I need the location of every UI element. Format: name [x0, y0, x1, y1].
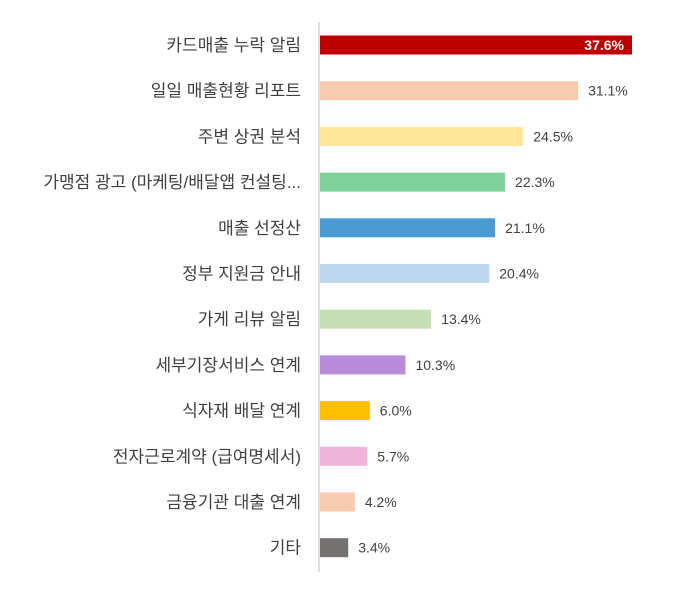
data-label: 22.3% [515, 174, 555, 190]
bar [320, 538, 349, 558]
bar [320, 492, 355, 512]
data-label: 31.1% [588, 83, 628, 99]
bar [320, 126, 524, 146]
bar [320, 218, 496, 238]
bar [320, 81, 579, 101]
data-label: 20.4% [499, 266, 539, 282]
category-label: 가맹점 광고 (마케팅/배달앱 컨설팅... [43, 173, 301, 192]
bars-group: 카드매출 누락 알림 37.6% 일일 매출현황 리포트 31.1% 주변 상권 분석 2… [43, 35, 632, 558]
category-label: 식자재 배달 연계 [182, 402, 301, 421]
category-label: 정부 지원금 안내 [182, 265, 301, 284]
data-label: 3.4% [358, 540, 390, 556]
category-label: 일일 매출현황 리포트 [151, 82, 301, 101]
bar [320, 401, 370, 421]
data-label: 24.5% [533, 128, 573, 144]
category-label: 기타 [270, 539, 302, 558]
category-label: 카드매출 누락 알림 [166, 36, 301, 55]
data-label: 4.2% [365, 494, 397, 510]
bar [320, 355, 406, 375]
data-label: 21.1% [505, 220, 545, 236]
data-label: 5.7% [377, 448, 409, 464]
category-label: 금융기관 대출 연계 [166, 493, 301, 512]
data-label: 37.6% [584, 37, 624, 53]
category-label: 전자근로계약 (급여명세서) [113, 447, 301, 466]
bar [320, 309, 432, 329]
data-label: 6.0% [380, 403, 412, 419]
bar [320, 172, 506, 192]
data-label: 13.4% [441, 311, 481, 327]
data-label: 10.3% [415, 357, 455, 373]
bar [320, 446, 368, 466]
category-label: 세부기장서비스 연계 [156, 356, 301, 375]
category-label: 매출 선정산 [218, 219, 301, 238]
category-label: 주변 상권 분석 [198, 127, 301, 146]
category-label: 가게 리뷰 알림 [198, 310, 301, 329]
bar [320, 264, 490, 283]
bar [320, 35, 632, 55]
